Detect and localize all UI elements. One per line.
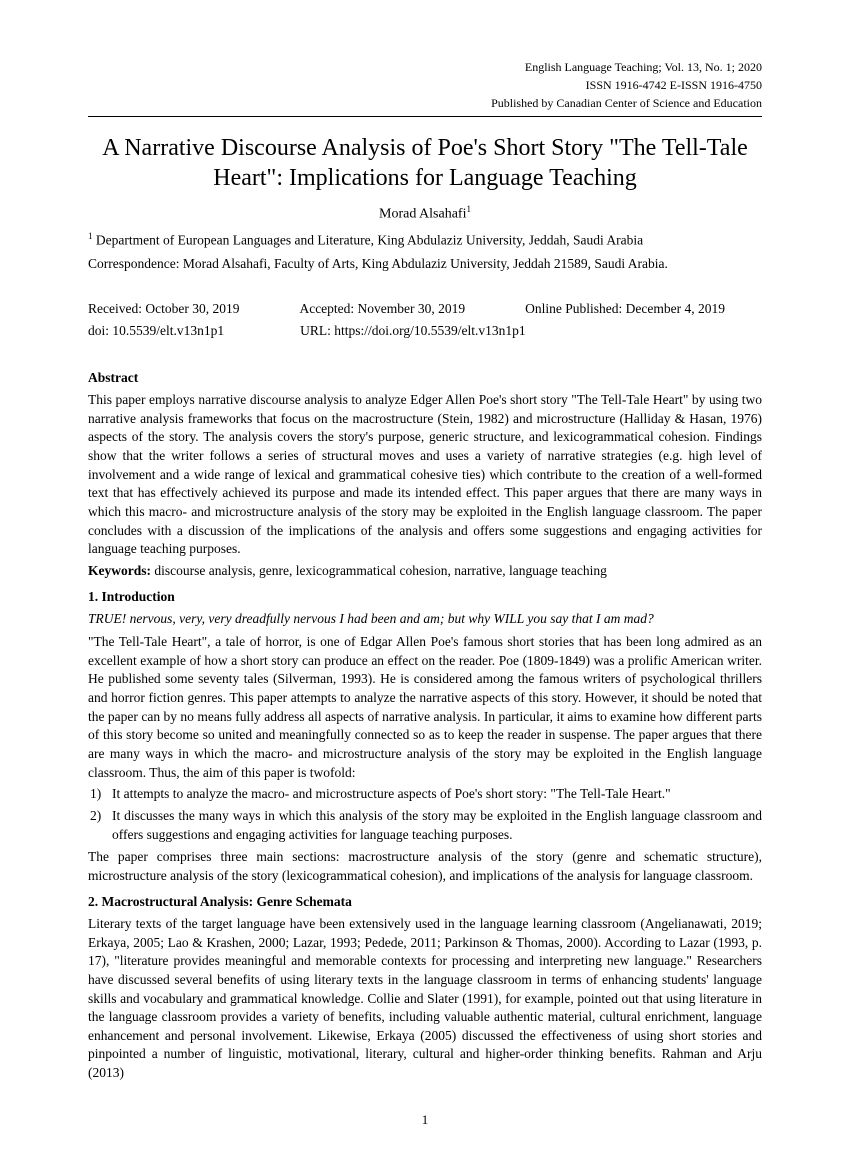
paper-title: A Narrative Discourse Analysis of Poe's …	[88, 133, 762, 193]
intro-heading: 1. Introduction	[88, 588, 762, 607]
published-date: Online Published: December 4, 2019	[525, 300, 725, 319]
author-sup: 1	[466, 204, 471, 214]
author-line: Morad Alsahafi1	[88, 203, 762, 224]
correspondence-line: Correspondence: Morad Alsahafi, Faculty …	[88, 255, 762, 274]
journal-publisher: Published by Canadian Center of Science …	[88, 94, 762, 112]
sec2-body: Literary texts of the target language ha…	[88, 915, 762, 1083]
keywords-label: Keywords:	[88, 563, 151, 578]
list-txt-2: It discusses the many ways in which this…	[112, 807, 762, 845]
accepted-date: Accepted: November 30, 2019	[299, 300, 465, 319]
list-num-1: 1)	[88, 785, 112, 804]
journal-header: English Language Teaching; Vol. 13, No. …	[88, 58, 762, 112]
header-rule	[88, 116, 762, 117]
abstract-body: This paper employs narrative discourse a…	[88, 391, 762, 559]
received-date: Received: October 30, 2019	[88, 300, 239, 319]
ids-row: doi: 10.5539/elt.v13n1p1 URL: https://do…	[88, 322, 762, 341]
list-num-2: 2)	[88, 807, 112, 845]
page-number: 1	[88, 1111, 762, 1129]
sec2-heading: 2. Macrostructural Analysis: Genre Schem…	[88, 893, 762, 912]
affiliation-line: 1 Department of European Languages and L…	[88, 230, 762, 250]
journal-ref: English Language Teaching; Vol. 13, No. …	[88, 58, 762, 76]
intro-tail: The paper comprises three main sections:…	[88, 848, 762, 885]
list-txt-1: It attempts to analyze the macro- and mi…	[112, 785, 762, 804]
keywords-line: Keywords: discourse analysis, genre, lex…	[88, 562, 762, 581]
intro-body: "The Tell-Tale Heart", a tale of horror,…	[88, 633, 762, 782]
list-item-1: 1) It attempts to analyze the macro- and…	[88, 785, 762, 804]
url-text: URL: https://doi.org/10.5539/elt.v13n1p1	[300, 322, 526, 341]
abstract-heading: Abstract	[88, 369, 762, 388]
author-name: Morad Alsahafi	[379, 207, 466, 222]
keywords-value: discourse analysis, genre, lexicogrammat…	[151, 563, 607, 578]
intro-quote: TRUE! nervous, very, very dreadfully ner…	[88, 610, 762, 629]
journal-issn: ISSN 1916-4742 E-ISSN 1916-4750	[88, 76, 762, 94]
dates-row: Received: October 30, 2019 Accepted: Nov…	[88, 300, 762, 319]
list-item-2: 2) It discusses the many ways in which t…	[88, 807, 762, 845]
doi-text: doi: 10.5539/elt.v13n1p1	[88, 322, 224, 341]
affiliation-text: Department of European Languages and Lit…	[93, 233, 644, 248]
